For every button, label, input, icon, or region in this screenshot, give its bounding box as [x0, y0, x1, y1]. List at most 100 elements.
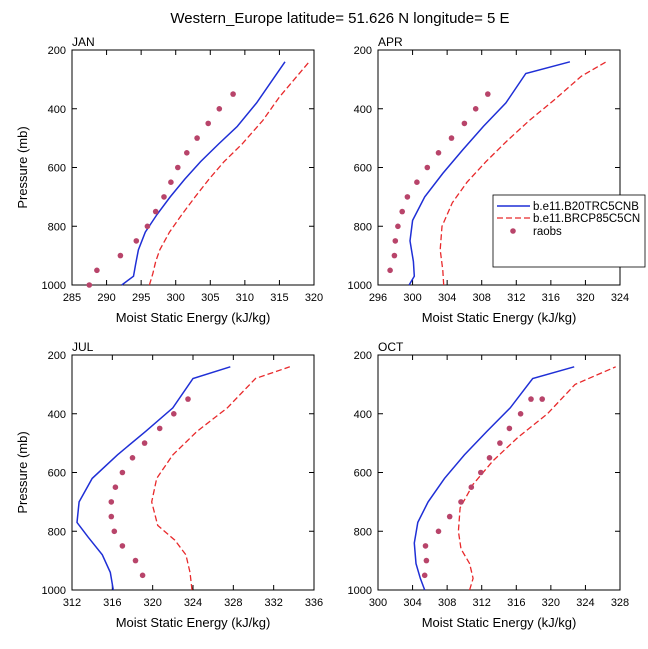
raobs-point: [399, 208, 406, 215]
raobs-point: [108, 513, 115, 520]
raobs-point: [185, 396, 191, 402]
panel-title-jul: JUL: [72, 340, 94, 354]
x-axis-label-apr: Moist Static Energy (kJ/kg): [422, 310, 577, 325]
x-tick-label: 285: [63, 292, 81, 304]
raobs-point: [458, 499, 464, 505]
legend-label-b20trc: b.e11.B20TRC5CNB: [533, 201, 639, 213]
raobs-point: [528, 396, 534, 402]
raobs-point: [141, 440, 148, 446]
raobs-point: [485, 91, 491, 97]
raobs-point: [133, 238, 140, 244]
raobs-point: [230, 91, 236, 97]
raobs-point: [108, 499, 115, 505]
y-tick-label: 200: [48, 45, 66, 57]
y-tick-label: 400: [354, 104, 372, 116]
y-tick-label: 400: [48, 104, 66, 116]
y-tick-label: 800: [354, 221, 372, 233]
raobs-point: [175, 164, 181, 171]
x-tick-label: 316: [542, 292, 560, 304]
raobs-point: [112, 484, 119, 491]
raobs-point: [424, 164, 431, 171]
y-tick-label: 400: [48, 409, 66, 421]
series-line-b20trc-jul: [76, 366, 231, 591]
x-axis-label-jul: Moist Static Energy (kJ/kg): [116, 615, 271, 630]
panel-jan: JAN 285 290 295 300 305 310 315 320 200 400 600 800 1…: [15, 35, 323, 325]
raobs-point: [152, 208, 159, 215]
y-axis-label-jul: Pressure (mb): [15, 431, 30, 513]
x-tick-label: 316: [103, 597, 121, 609]
series-line-b20trc-apr: [408, 61, 571, 286]
x-axis-label-oct: Moist Static Energy (kJ/kg): [422, 615, 577, 630]
y-tick-label: 1000: [348, 585, 372, 597]
panel-title-jan: JAN: [72, 35, 95, 49]
x-axis-label-jan: Moist Static Energy (kJ/kg): [116, 310, 271, 325]
x-tick-label: 320: [143, 597, 161, 609]
x-tick-label: 324: [576, 597, 594, 609]
y-tick-label: 200: [48, 350, 66, 362]
raobs-point: [171, 411, 177, 417]
raobs-point: [111, 528, 118, 535]
raobs-point: [421, 572, 428, 579]
panel-oct: OCT 300 304 308 312 316 320 324 328 200 400 600 800 1…: [348, 340, 630, 630]
raobs-point: [94, 267, 100, 274]
figure-title: Western_Europe latitude= 51.626 N longit…: [170, 10, 509, 27]
x-tick-label: 295: [132, 292, 150, 304]
x-tick-label: 336: [305, 597, 323, 609]
raobs-point: [422, 543, 429, 549]
plot-frame-jan: [71, 49, 315, 286]
raobs-point: [216, 106, 223, 112]
raobs-point: [461, 120, 468, 127]
legend-dot-swatch: [510, 228, 516, 234]
y-tick-label: 600: [354, 163, 372, 175]
y-tick-label: 200: [354, 45, 372, 57]
y-tick-label: 1000: [42, 585, 66, 597]
x-tick-label: 300: [403, 292, 421, 304]
raobs-point: [156, 425, 163, 432]
raobs-point: [486, 455, 493, 461]
x-tick-label: 316: [507, 597, 525, 609]
raobs-point: [423, 557, 430, 564]
x-tick-label: 290: [97, 292, 115, 304]
raobs-point: [391, 252, 398, 259]
x-tick-label: 324: [611, 292, 629, 304]
x-tick-label: 324: [184, 597, 202, 609]
x-tick-label: 312: [63, 597, 81, 609]
panel-title-apr: APR: [378, 35, 403, 49]
series-line-brcp85-oct: [457, 366, 616, 591]
legend-label-brcp85: b.e11.BRCP85C5CN: [533, 213, 640, 225]
y-tick-label: 600: [48, 468, 66, 480]
x-tick-label: 312: [473, 597, 491, 609]
x-tick-label: 328: [611, 597, 629, 609]
raobs-point: [117, 252, 124, 259]
raobs-point: [404, 194, 411, 200]
x-tick-label: 308: [438, 597, 456, 609]
y-tick-label: 1000: [348, 280, 372, 292]
raobs-point: [139, 572, 146, 579]
raobs-point: [497, 440, 503, 446]
raobs-point: [478, 469, 484, 476]
x-tick-label: 332: [264, 597, 282, 609]
raobs-point: [472, 106, 479, 112]
y-tick-label: 600: [48, 163, 66, 175]
x-tick-label: 300: [167, 292, 185, 304]
raobs-point: [446, 513, 453, 520]
y-tick-label: 800: [48, 221, 66, 233]
legend-box: [492, 194, 646, 268]
y-tick-label: 1000: [42, 280, 66, 292]
raobs-point: [168, 179, 174, 185]
x-tick-label: 310: [236, 292, 254, 304]
raobs-point: [517, 411, 524, 417]
y-tick-label: 800: [354, 526, 372, 538]
raobs-point: [184, 150, 190, 156]
x-tick-label: 320: [305, 292, 323, 304]
raobs-point: [395, 223, 401, 230]
x-tick-label: 328: [224, 597, 242, 609]
series-line-brcp85-apr: [439, 61, 607, 286]
x-tick-label: 304: [403, 597, 421, 609]
legend-label-raobs: raobs: [533, 226, 562, 238]
y-tick-label: 600: [354, 468, 372, 480]
x-tick-label: 315: [270, 292, 288, 304]
x-tick-label: 296: [369, 292, 387, 304]
raobs-point: [392, 238, 399, 244]
